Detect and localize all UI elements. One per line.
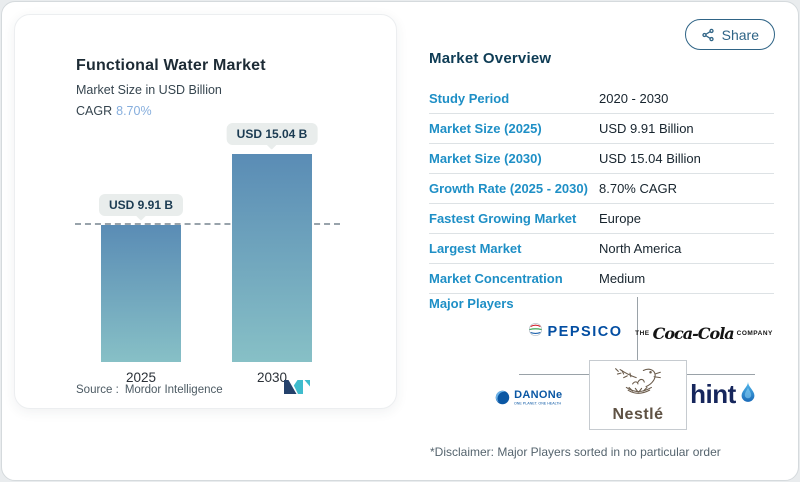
overview-row-study-period: Study Period 2020 - 2030 xyxy=(429,84,774,114)
overview-row-market-size-2030: Market Size (2030) USD 15.04 Billion xyxy=(429,144,774,174)
major-players-label: Major Players xyxy=(429,296,514,311)
overview-row-market-size-2025: Market Size (2025) USD 9.91 Billion xyxy=(429,114,774,144)
row-value: North America xyxy=(599,241,682,256)
pepsico-wordmark: PEPSICO xyxy=(547,324,623,340)
pepsico-globe-icon xyxy=(528,322,543,342)
row-value: USD 9.91 Billion xyxy=(599,121,694,136)
overview-row-market-concentration: Market Concentration Medium xyxy=(429,264,774,294)
source-text: Source : Mordor Intelligence xyxy=(76,384,223,396)
row-label: Largest Market xyxy=(429,241,522,256)
coca-cola-logo: THE Coca-Cola COMPANY xyxy=(635,318,772,348)
hint-logo: hint xyxy=(681,368,765,420)
overview-title: Market Overview xyxy=(429,50,552,67)
players-vertical-divider xyxy=(637,297,638,360)
players-horizontal-divider-right xyxy=(685,374,755,375)
row-label: Market Size (2030) xyxy=(429,151,542,166)
row-value: USD 15.04 Billion xyxy=(599,151,701,166)
row-value: 2020 - 2030 xyxy=(599,91,669,106)
coca-cola-pre: THE xyxy=(635,329,650,337)
reference-dashed-line xyxy=(75,223,340,225)
x-axis-label-2030: 2030 xyxy=(256,370,288,385)
nestle-bird-nest-icon xyxy=(610,366,666,405)
row-value: 8.70% CAGR xyxy=(599,181,678,196)
row-label: Growth Rate (2025 - 2030) xyxy=(429,181,588,196)
overview-table: Study Period 2020 - 2030 Market Size (20… xyxy=(429,84,774,294)
market-overview-panel: Market Overview Study Period 2020 - 2030… xyxy=(429,50,779,470)
coca-cola-post: COMPANY xyxy=(736,329,773,337)
chart-cagr: CAGR 8.70% xyxy=(76,104,152,118)
nestle-wordmark: Nestlé xyxy=(612,406,664,423)
bar-value-text: USD 15.04 B xyxy=(236,127,308,141)
overview-row-largest-market: Largest Market North America xyxy=(429,234,774,264)
bar-2025: USD 9.91 B xyxy=(98,194,184,362)
chart-card: Functional Water Market Market Size in U… xyxy=(14,14,397,409)
bar-2030: USD 15.04 B xyxy=(226,123,318,362)
players-disclaimer: *Disclaimer: Major Players sorted in no … xyxy=(430,445,721,459)
cagr-label: CAGR xyxy=(76,104,113,118)
nestle-logo: Nestlé xyxy=(589,360,687,430)
share-button[interactable]: Share xyxy=(684,19,775,50)
pepsico-logo: PEPSICO xyxy=(519,315,631,349)
source-value: Mordor Intelligence xyxy=(124,383,223,396)
x-axis-label-2025: 2025 xyxy=(125,370,157,385)
mordor-intelligence-logo-icon xyxy=(284,379,310,400)
bar-value-badge-2025: USD 9.91 B xyxy=(98,194,184,216)
chart-subtitle: Market Size in USD Billion xyxy=(76,83,222,97)
row-label: Market Concentration xyxy=(429,271,563,286)
row-label: Study Period xyxy=(429,91,510,106)
players-horizontal-divider-left xyxy=(519,374,589,375)
source-row: Source : Mordor Intelligence xyxy=(76,379,310,400)
danone-globe-icon xyxy=(495,390,510,410)
danone-logo: DANONe ONE PLANET. ONE HEALTH xyxy=(495,380,597,420)
overview-row-fastest-growing-market: Fastest Growing Market Europe xyxy=(429,204,774,234)
coca-cola-wordmark: Coca-Cola xyxy=(652,323,735,343)
bar-value-badge-2030: USD 15.04 B xyxy=(226,123,318,145)
source-label: Source : xyxy=(76,383,119,396)
row-label: Fastest Growing Market xyxy=(429,211,577,226)
cagr-value: 8.70% xyxy=(116,104,152,118)
share-label: Share xyxy=(721,26,759,43)
danone-tagline: ONE PLANET. ONE HEALTH xyxy=(514,401,562,406)
hint-droplet-icon xyxy=(740,381,756,407)
danone-wordmark: DANONe xyxy=(514,389,563,401)
row-label: Market Size (2025) xyxy=(429,121,542,136)
chart-title: Functional Water Market xyxy=(76,57,266,74)
share-icon xyxy=(701,28,715,42)
hint-wordmark: hint xyxy=(690,378,736,409)
bar-value-text: USD 9.91 B xyxy=(108,198,174,212)
row-value: Europe xyxy=(599,211,641,226)
row-value: Medium xyxy=(599,271,646,286)
overview-row-growth-rate: Growth Rate (2025 - 2030) 8.70% CAGR xyxy=(429,174,774,204)
